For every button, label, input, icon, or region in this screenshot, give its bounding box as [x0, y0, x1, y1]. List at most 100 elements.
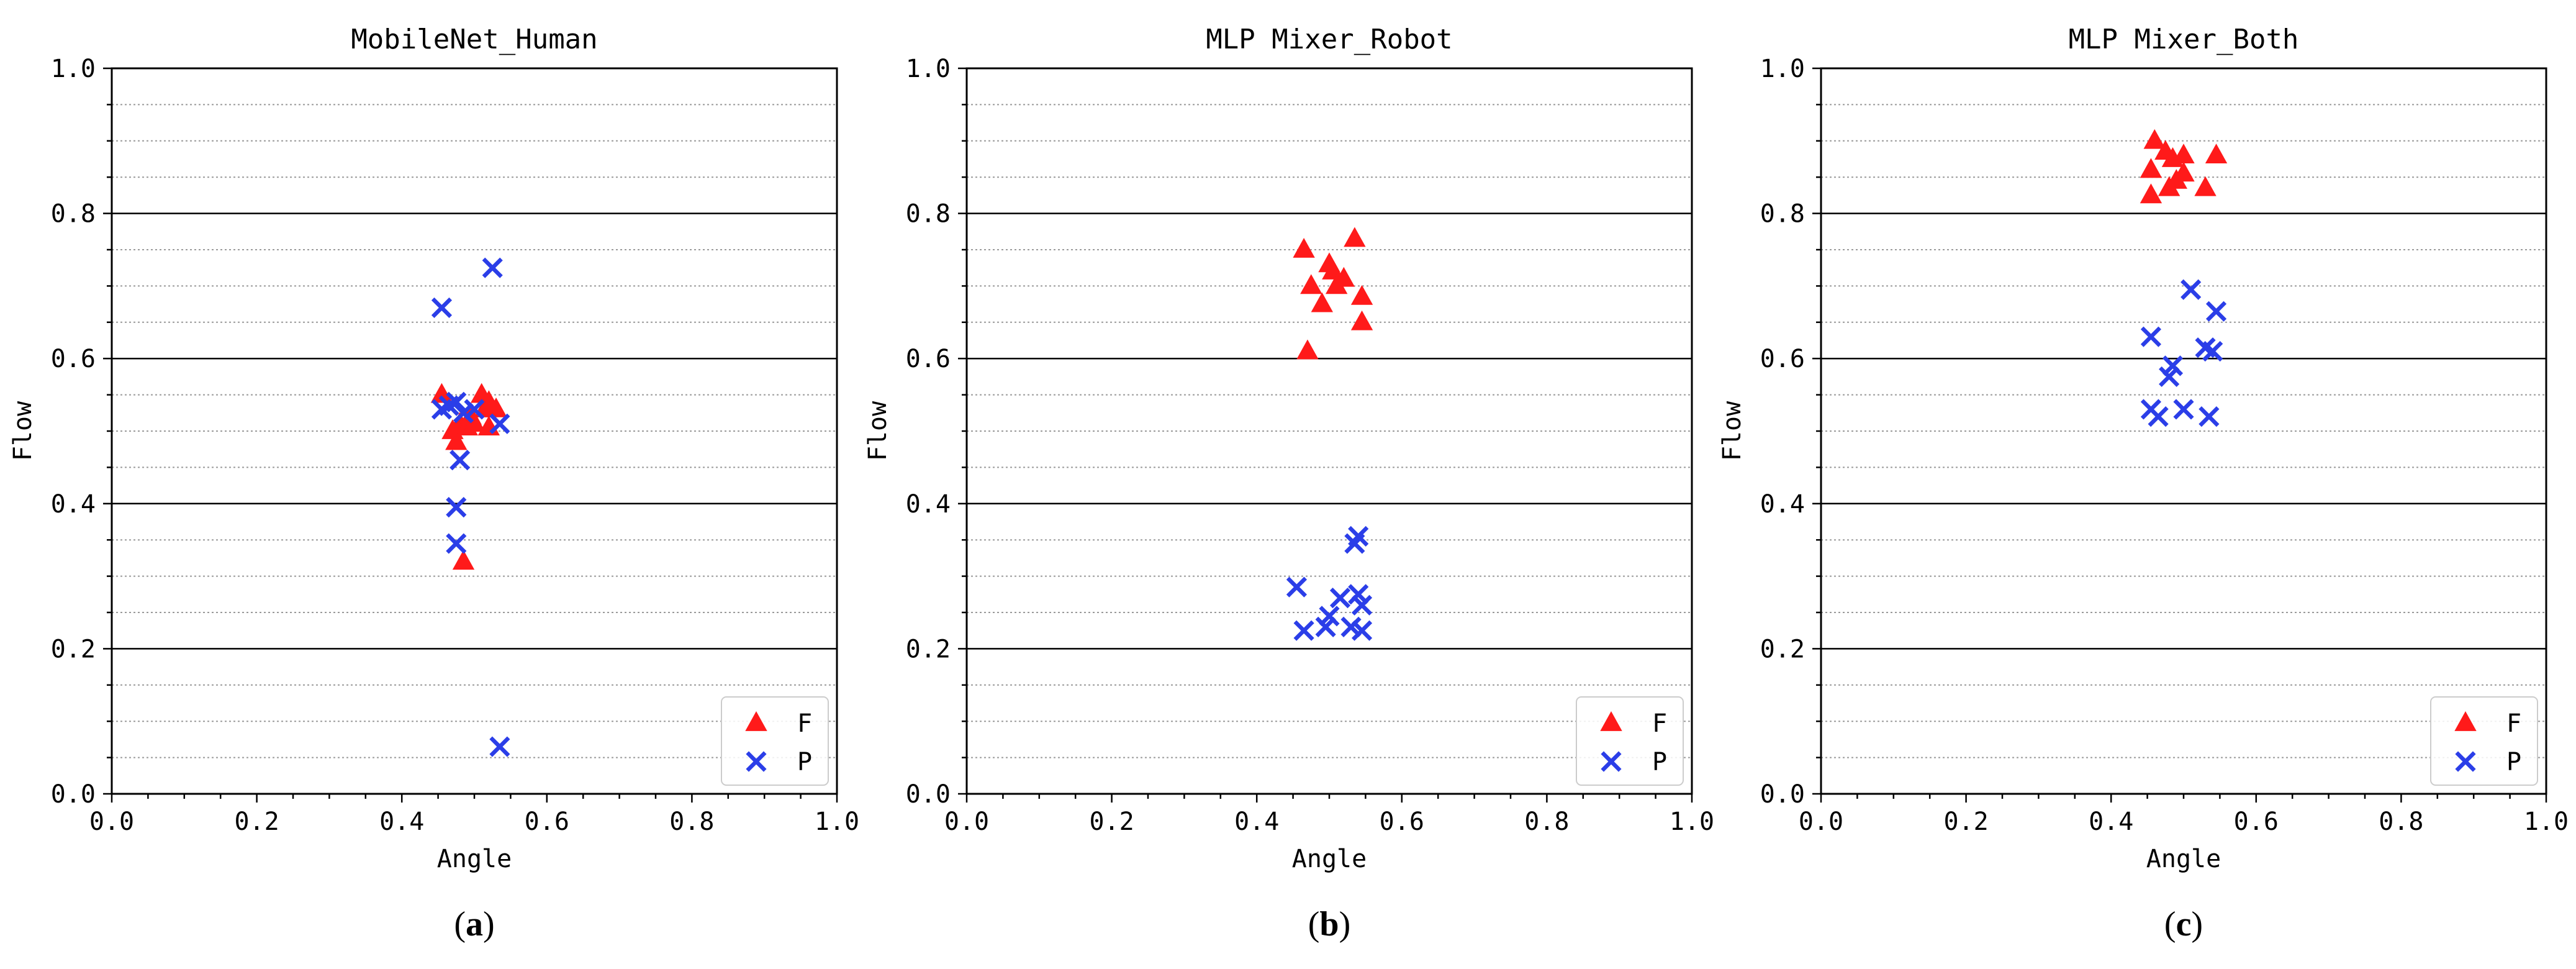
legend-marker-f	[2454, 711, 2477, 731]
data-point-f	[1311, 292, 1333, 312]
x-tick-label: 0.4	[1234, 808, 1279, 836]
data-point-f	[2158, 176, 2181, 196]
data-point-p	[2159, 366, 2180, 387]
data-point-p	[2202, 340, 2223, 362]
panel-caption: (b)	[1308, 905, 1350, 944]
y-tick-label: 1.0	[906, 55, 951, 83]
data-point-f	[2172, 143, 2195, 164]
y-axis-label: Flow	[864, 401, 892, 461]
data-point-f	[1344, 227, 1366, 247]
data-point-f	[1296, 339, 1319, 360]
x-tick-label: 0.0	[944, 808, 989, 836]
x-tick-label: 0.0	[89, 808, 134, 836]
legend-box	[1576, 696, 1684, 786]
data-point-f	[452, 550, 475, 570]
y-tick-label: 0.8	[51, 200, 96, 229]
chart-panel-2: 0.0 0.2 0.4 0.6 0.8 1.0 0.0 0.2 0.4 0.6 0.8 1.0 MLP …	[864, 24, 1714, 944]
legend-label-f: F	[797, 709, 812, 738]
data-point-p	[1286, 576, 1308, 598]
y-tick-label: 1.0	[1760, 55, 1805, 83]
y-tick-label: 0.2	[906, 635, 951, 663]
data-point-f	[445, 430, 468, 450]
ticks	[1812, 67, 2547, 803]
y-tick-label: 0.4	[51, 490, 96, 519]
data-point-f	[1293, 238, 1315, 258]
data-point-p	[450, 450, 471, 471]
x-tick-label: 0.4	[379, 808, 424, 836]
data-point-f	[2140, 158, 2162, 178]
data-point-p	[1293, 620, 1314, 641]
legend-marker-p	[746, 751, 767, 772]
legend-marker-p	[1601, 751, 1622, 772]
chart-panel-1: 0.0 0.2 0.4 0.6 0.8 1.0 0.0 0.2 0.4 0.6 0.8 1.0 Mobi…	[9, 24, 859, 944]
legend: FP	[2430, 696, 2538, 786]
x-tick-label: 1.0	[1670, 808, 1714, 836]
y-tick-label: 1.0	[51, 55, 96, 83]
data-point-f	[2143, 129, 2166, 149]
data-point-f	[1322, 260, 1344, 280]
x-tick-label: 0.6	[525, 808, 569, 836]
legend-label-p: P	[2506, 748, 2521, 776]
data-point-p	[2173, 399, 2194, 420]
y-tick-label: 0.6	[906, 345, 951, 373]
legend-label-f: F	[1652, 709, 1667, 738]
y-axis-label: Flow	[9, 401, 37, 461]
legend-label-p: P	[1652, 748, 1667, 776]
data-point-p	[446, 391, 467, 412]
data-point-f	[1350, 284, 1373, 305]
gridlines	[112, 104, 837, 758]
x-axis-label: Angle	[1292, 845, 1367, 873]
data-point-p	[1329, 588, 1351, 609]
y-tick-label: 0.0	[906, 780, 951, 809]
data-point-p	[489, 413, 510, 434]
x-tick-label: 0.0	[1799, 808, 1843, 836]
gridlines	[967, 104, 1692, 758]
legend-box	[721, 696, 829, 786]
ticks	[103, 67, 838, 803]
y-tick-label: 0.2	[51, 635, 96, 663]
data-point-f	[2194, 176, 2217, 196]
data-point-p	[2181, 279, 2202, 300]
legend-label-p: P	[797, 748, 812, 776]
data-point-p	[482, 257, 503, 278]
x-tick-label: 0.8	[2379, 808, 2423, 836]
data-point-p	[1351, 594, 1373, 616]
x-tick-label: 1.0	[815, 808, 859, 836]
ticks	[958, 67, 1693, 803]
x-tick-label: 0.8	[1524, 808, 1569, 836]
y-tick-label: 0.4	[1760, 490, 1805, 519]
legend: FP	[721, 696, 829, 786]
legend-label-f: F	[2506, 709, 2521, 738]
data-points	[1286, 227, 1373, 641]
x-tick-label: 0.6	[1380, 808, 1424, 836]
y-tick-label: 0.6	[1760, 345, 1805, 373]
data-point-p	[1315, 616, 1336, 637]
data-point-p	[464, 399, 485, 420]
chart-title: MLP Mixer_Robot	[1206, 24, 1452, 55]
data-point-f	[1350, 310, 1373, 330]
y-tick-label: 0.6	[51, 345, 96, 373]
chart-title: MobileNet_Human	[351, 24, 597, 55]
x-tick-label: 0.6	[2234, 808, 2279, 836]
data-point-p	[2205, 301, 2227, 322]
gridlines	[1821, 104, 2546, 758]
y-axis-label: Flow	[1718, 401, 1747, 461]
data-point-f	[1300, 274, 1322, 294]
x-tick-label: 0.4	[2089, 808, 2133, 836]
data-point-f	[463, 412, 486, 432]
x-tick-label: 0.2	[1943, 808, 1988, 836]
chart-panel-3: 0.0 0.2 0.4 0.6 0.8 1.0 0.0 0.2 0.4 0.6 0.8 1.0 MLP …	[1718, 24, 2569, 944]
y-tick-label: 0.8	[906, 200, 951, 229]
legend-marker-f	[1600, 711, 1622, 731]
data-point-p	[446, 533, 467, 554]
panel-caption: (c)	[2164, 905, 2203, 944]
legend-box	[2430, 696, 2538, 786]
x-tick-label: 0.2	[234, 808, 279, 836]
data-point-f	[2205, 143, 2228, 164]
data-point-p	[431, 297, 453, 319]
data-point-f	[2140, 183, 2162, 204]
data-points	[430, 257, 510, 757]
x-tick-label: 0.2	[1089, 808, 1134, 836]
y-tick-label: 0.8	[1760, 200, 1805, 229]
